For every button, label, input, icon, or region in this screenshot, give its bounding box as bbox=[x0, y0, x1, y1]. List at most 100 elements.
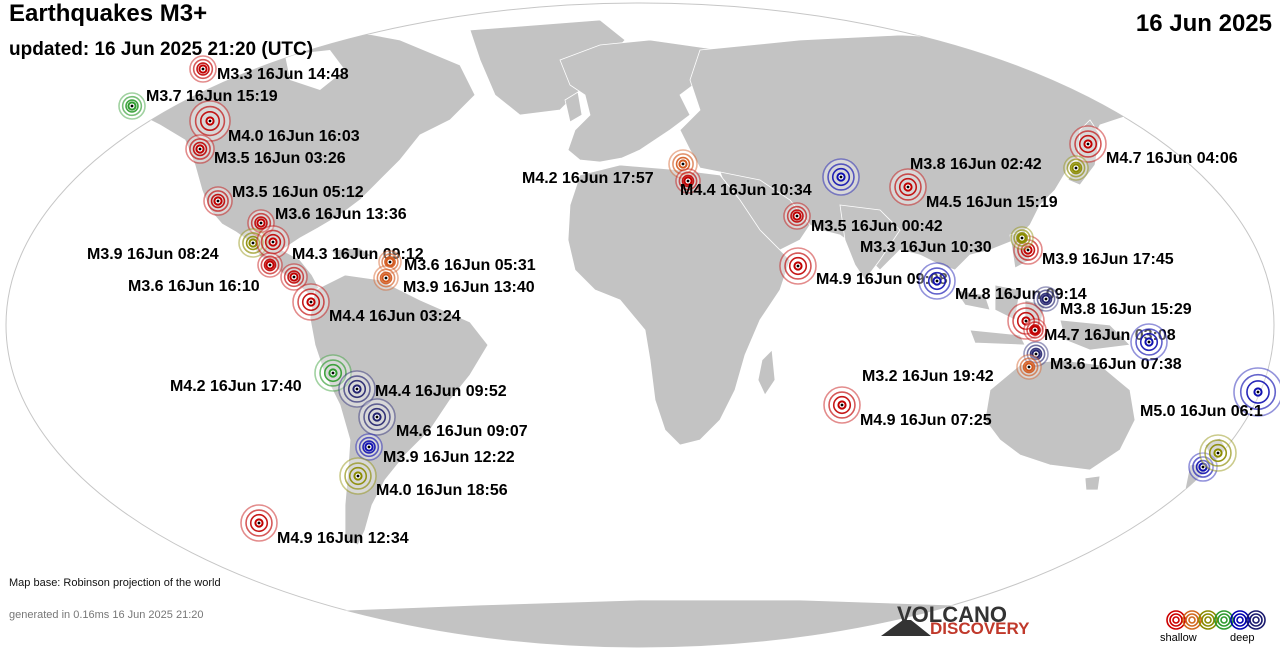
marker-ring bbox=[1019, 357, 1039, 377]
marker-center-dot bbox=[271, 240, 275, 244]
marker-ring bbox=[828, 391, 856, 419]
earthquake-marker[interactable] bbox=[779, 247, 817, 285]
marker-ring bbox=[898, 177, 918, 197]
earthquake-marker[interactable] bbox=[1130, 323, 1168, 361]
marker-ring bbox=[1066, 158, 1086, 178]
earthquake-marker[interactable] bbox=[675, 168, 701, 194]
marker-center-dot bbox=[839, 175, 843, 179]
earthquake-marker[interactable] bbox=[292, 283, 330, 321]
earthquake-marker[interactable] bbox=[1023, 318, 1047, 342]
marker-ring bbox=[260, 255, 280, 275]
earthquake-marker[interactable] bbox=[118, 92, 146, 120]
marker-ring bbox=[1026, 321, 1044, 339]
earthquake-marker[interactable] bbox=[358, 398, 396, 436]
earthquake-label: M3.8 16Jun 15:29 bbox=[1060, 301, 1192, 318]
marker-center-dot bbox=[1020, 236, 1024, 240]
earthquake-markers: M3.3 16Jun 14:48 M3.7 16Jun 15:19 M4.0 16J… bbox=[87, 55, 1280, 547]
marker-center-dot bbox=[1027, 365, 1031, 369]
earthquake-marker[interactable] bbox=[1010, 226, 1034, 250]
earthquake-marker[interactable] bbox=[668, 149, 698, 179]
marker-center-dot bbox=[795, 214, 799, 218]
marker-ring bbox=[1239, 373, 1277, 411]
marker-ring bbox=[1069, 161, 1083, 175]
earthquake-label: M4.7 16Jun 04:06 bbox=[1106, 150, 1238, 167]
earthquake-label: M3.6 16Jun 05:31 bbox=[404, 257, 536, 274]
earthquake-label: M3.5 16Jun 05:12 bbox=[232, 184, 364, 201]
earthquake-marker[interactable] bbox=[1233, 367, 1280, 417]
earthquake-marker[interactable] bbox=[1199, 434, 1237, 472]
earthquake-marker[interactable] bbox=[1188, 452, 1218, 482]
marker-center-dot bbox=[686, 179, 690, 183]
earthquake-marker[interactable] bbox=[783, 202, 811, 230]
earthquake-marker[interactable] bbox=[247, 209, 275, 237]
earthquake-label: M3.6 16Jun 07:38 bbox=[1050, 356, 1182, 373]
earthquake-marker[interactable] bbox=[1016, 354, 1042, 380]
earthquake-marker[interactable] bbox=[338, 370, 376, 408]
earthquake-marker[interactable] bbox=[1063, 155, 1089, 181]
generated-note: generated in 0.16ms 16 Jun 2025 21:20 bbox=[9, 609, 204, 621]
marker-center-dot bbox=[384, 276, 388, 280]
updated-timestamp: updated: 16 Jun 2025 21:20 (UTC) bbox=[9, 39, 314, 60]
earthquake-label: M4.4 16Jun 10:34 bbox=[680, 182, 812, 199]
marker-ring bbox=[1192, 456, 1214, 478]
marker-ring bbox=[1016, 232, 1028, 244]
earthquake-marker[interactable] bbox=[257, 252, 283, 278]
earthquake-marker[interactable] bbox=[256, 225, 290, 259]
earthquake-label: M4.9 16Jun 09:08 bbox=[816, 271, 948, 288]
legend-ring bbox=[1182, 610, 1202, 630]
marker-ring bbox=[1139, 332, 1159, 352]
earthquake-marker[interactable] bbox=[240, 504, 278, 542]
earthquake-marker[interactable] bbox=[339, 457, 377, 495]
marker-ring bbox=[367, 407, 387, 427]
marker-center-dot bbox=[355, 387, 359, 391]
marker-center-dot bbox=[1086, 142, 1090, 146]
earthquake-marker[interactable] bbox=[280, 263, 308, 291]
earthquake-marker[interactable] bbox=[889, 168, 927, 206]
earthquake-marker[interactable] bbox=[378, 250, 402, 274]
earthquake-marker[interactable] bbox=[185, 134, 215, 164]
marker-ring bbox=[254, 216, 268, 230]
earthquake-label: M3.5 16Jun 00:42 bbox=[811, 218, 943, 235]
earthquake-marker[interactable] bbox=[238, 228, 268, 258]
earthquake-marker[interactable] bbox=[823, 386, 861, 424]
earthquake-marker[interactable] bbox=[822, 158, 860, 196]
earthquake-label: M3.6 16Jun 16:10 bbox=[128, 278, 260, 295]
marker-ring bbox=[1012, 307, 1040, 335]
marker-ring bbox=[196, 62, 210, 76]
marker-ring bbox=[788, 256, 808, 276]
earthquake-marker[interactable] bbox=[189, 100, 231, 142]
marker-ring bbox=[358, 436, 380, 458]
earthquake-marker[interactable] bbox=[373, 265, 399, 291]
earthquake-marker[interactable] bbox=[355, 433, 383, 461]
marker-center-dot bbox=[130, 104, 134, 108]
legend-deep-label: deep bbox=[1230, 632, 1255, 644]
earthquake-marker[interactable] bbox=[1033, 286, 1059, 312]
volcano-icon bbox=[881, 620, 931, 636]
earthquake-marker[interactable] bbox=[189, 55, 217, 83]
marker-ring bbox=[1208, 443, 1228, 463]
earthquake-marker[interactable] bbox=[918, 262, 956, 300]
marker-ring bbox=[245, 509, 273, 537]
volcano-discovery-logo[interactable]: VOLCANO DISCOVERY bbox=[881, 602, 1041, 642]
earthquake-marker[interactable] bbox=[1013, 235, 1043, 265]
marker-center-dot bbox=[201, 67, 205, 71]
marker-ring bbox=[1013, 229, 1031, 247]
marker-ring bbox=[323, 363, 343, 383]
marker-ring bbox=[784, 252, 812, 280]
marker-ring bbox=[287, 270, 301, 284]
earthquake-marker[interactable] bbox=[314, 354, 352, 392]
marker-center-dot bbox=[1044, 297, 1048, 301]
legend-ring bbox=[1166, 610, 1186, 630]
marker-ring bbox=[1029, 347, 1043, 361]
marker-ring bbox=[245, 235, 261, 251]
marker-center-dot bbox=[208, 119, 212, 123]
marker-ring bbox=[1135, 328, 1163, 356]
marker-ring bbox=[681, 174, 695, 188]
earthquake-label: M4.4 16Jun 09:52 bbox=[375, 383, 507, 400]
legend-ring bbox=[1217, 613, 1231, 627]
earthquake-marker[interactable] bbox=[1023, 341, 1049, 367]
earthquake-marker[interactable] bbox=[1069, 125, 1107, 163]
legend-ring bbox=[1236, 616, 1244, 624]
earthquake-marker[interactable] bbox=[203, 186, 233, 216]
legend-shallow-label: shallow bbox=[1160, 632, 1197, 644]
